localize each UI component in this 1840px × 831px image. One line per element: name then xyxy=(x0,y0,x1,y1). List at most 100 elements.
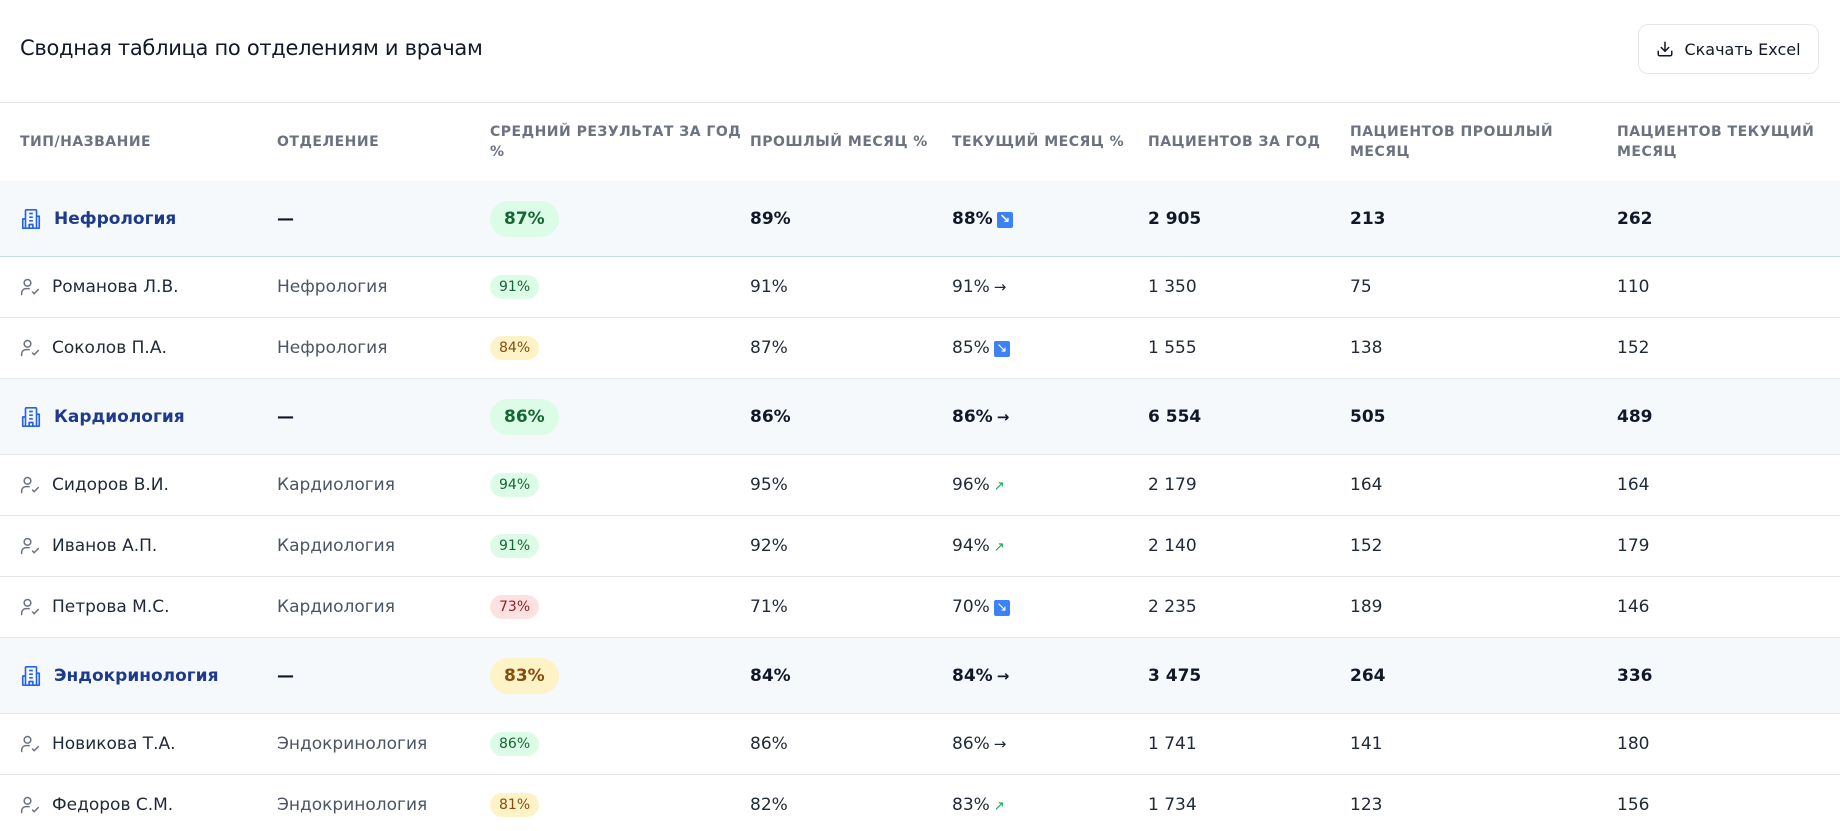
department-cell: Эндокринология xyxy=(277,774,490,831)
name-wrap: Соколов П.А. xyxy=(20,338,277,358)
department-cell: Кардиология xyxy=(277,576,490,638)
doctor-row: Петрова М.С. Кардиология 73% 71% 70% ↘ 2 235 18… xyxy=(0,576,1840,638)
trend-indicator: ↘ xyxy=(993,600,1010,616)
avg-cell: 81% xyxy=(490,774,750,831)
doctor-icon xyxy=(20,278,40,296)
last-month-cell: 92% xyxy=(750,515,952,577)
current-value: 88% xyxy=(952,208,993,229)
patients-current-cell: 146 xyxy=(1617,576,1840,638)
result-badge: 83% xyxy=(490,657,559,694)
name-wrap: Сидоров В.И. xyxy=(20,475,277,495)
department-cell: Кардиология xyxy=(277,454,490,516)
result-badge: 87% xyxy=(490,200,559,237)
column-header: ТЕКУЩИЙ МЕСЯЦ % xyxy=(952,134,1125,150)
department-cell: Нефрология xyxy=(277,317,490,379)
doctor-icon xyxy=(20,537,40,555)
department-icon xyxy=(21,208,41,229)
column-header: ПРОШЛЫЙ МЕСЯЦ % xyxy=(750,134,928,150)
name-cell: Иванов А.П. xyxy=(0,515,277,577)
name-wrap: Петрова М.С. xyxy=(20,597,277,617)
current-month-cell: 85% ↘ xyxy=(952,317,1148,379)
patients-last-cell: 164 xyxy=(1350,454,1617,516)
patients-current-cell: 262 xyxy=(1617,181,1840,257)
trend-indicator: ↗ xyxy=(993,799,1005,814)
name-cell: Нефрология xyxy=(0,181,277,257)
patients-current-cell: 489 xyxy=(1617,378,1840,455)
department-icon xyxy=(21,665,41,686)
doctor-row: Соколов П.А. Нефрология 84% 87% 85% ↘ 1 555 138… xyxy=(0,317,1840,379)
patients-last-cell: 138 xyxy=(1350,317,1617,379)
patients-current-cell: 336 xyxy=(1617,637,1840,714)
patients-last-cell: 141 xyxy=(1350,713,1617,775)
current-month-cell: 88% ↘ xyxy=(952,181,1148,257)
patients-year-cell: 2 140 xyxy=(1148,515,1350,577)
patients-current-cell: 180 xyxy=(1617,713,1840,775)
patients-year-cell: 3 475 xyxy=(1148,637,1350,714)
name-cell: Эндокринология xyxy=(0,637,277,714)
column-header: ПАЦИЕНТОВ ЗА ГОД xyxy=(1148,134,1321,150)
result-badge: 73% xyxy=(490,595,540,619)
last-month-cell: 71% xyxy=(750,576,952,638)
current-month-cell: 91% → xyxy=(952,256,1148,318)
download-icon xyxy=(1657,41,1673,57)
doctor-icon xyxy=(20,598,40,616)
patients-last-cell: 123 xyxy=(1350,774,1617,831)
column-header: ПАЦИЕНТОВ ПРОШЛЫЙ МЕСЯЦ xyxy=(1350,124,1554,160)
patients-year-cell: 2 235 xyxy=(1148,576,1350,638)
row-name: Эндокринология xyxy=(54,665,219,686)
avg-cell: 83% xyxy=(490,637,750,714)
last-month-cell: 89% xyxy=(750,181,952,257)
name-wrap: Иванов А.П. xyxy=(20,536,277,556)
result-badge: 91% xyxy=(490,534,540,558)
current-value: 94% xyxy=(952,536,990,556)
department-cell: — xyxy=(277,378,490,455)
patients-last-cell: 152 xyxy=(1350,515,1617,577)
result-badge: 84% xyxy=(490,336,540,360)
current-month-cell: 83% ↗ xyxy=(952,774,1148,831)
row-name: Петрова М.С. xyxy=(52,597,170,617)
result-badge: 86% xyxy=(490,398,559,435)
patients-last-cell: 75 xyxy=(1350,256,1617,318)
avg-cell: 91% xyxy=(490,515,750,577)
patients-year-cell: 1 555 xyxy=(1148,317,1350,379)
trend-indicator: → xyxy=(993,278,1007,296)
column-header: ТИП/НАЗВАНИЕ xyxy=(20,134,152,150)
column-header: ОТДЕЛЕНИЕ xyxy=(277,134,380,150)
trend-indicator: → xyxy=(996,666,1010,685)
department-row: Кардиология —86% 86% 86% → 6 554 505 489 xyxy=(0,378,1840,455)
column-header: СРЕДНИЙ РЕЗУЛЬТАТ ЗА ГОД % xyxy=(490,124,742,160)
trend-indicator: ↘ xyxy=(993,341,1010,357)
current-month-cell: 94% ↗ xyxy=(952,515,1148,577)
name-cell: Сидоров В.И. xyxy=(0,454,277,516)
current-value: 84% xyxy=(952,665,993,686)
patients-year-cell: 6 554 xyxy=(1148,378,1350,455)
patients-year-cell: 2 905 xyxy=(1148,181,1350,257)
last-month-cell: 86% xyxy=(750,713,952,775)
name-wrap: Новикова Т.А. xyxy=(20,734,277,754)
name-cell: Романова Л.В. xyxy=(0,256,277,318)
row-name: Романова Л.В. xyxy=(52,277,179,297)
current-month-cell: 96% ↗ xyxy=(952,454,1148,516)
patients-current-cell: 164 xyxy=(1617,454,1840,516)
avg-cell: 86% xyxy=(490,713,750,775)
doctor-row: Иванов А.П. Кардиология 91% 92% 94% ↗ 2 140 152… xyxy=(0,515,1840,577)
current-month-cell: 86% → xyxy=(952,378,1148,455)
name-cell: Петрова М.С. xyxy=(0,576,277,638)
doctor-row: Федоров С.М. Эндокринология 81% 82% 83% ↗ 1 73… xyxy=(0,774,1840,831)
department-row: Эндокринология —83% 84% 84% → 3 475 264 336 xyxy=(0,637,1840,714)
result-badge: 94% xyxy=(490,473,540,497)
header-row: ТИП/НАЗВАНИЕ ОТДЕЛЕНИЕ СРЕДНИЙ РЕЗУЛЬТАТ З… xyxy=(0,103,1840,181)
doctor-row: Романова Л.В. Нефрология 91% 91% 91% → 1 350 75… xyxy=(0,256,1840,318)
current-month-cell: 86% → xyxy=(952,713,1148,775)
avg-cell: 73% xyxy=(490,576,750,638)
download-button[interactable]: Скачать Excel xyxy=(1638,24,1819,74)
last-month-cell: 86% xyxy=(750,378,952,455)
current-value: 70% xyxy=(952,597,990,617)
row-name: Иванов А.П. xyxy=(52,536,158,556)
avg-cell: 84% xyxy=(490,317,750,379)
avg-cell: 91% xyxy=(490,256,750,318)
row-name: Новикова Т.А. xyxy=(52,734,176,754)
doctor-icon xyxy=(20,735,40,753)
name-wrap: Нефрология xyxy=(20,208,277,230)
trend-indicator: ↘ xyxy=(996,211,1013,228)
